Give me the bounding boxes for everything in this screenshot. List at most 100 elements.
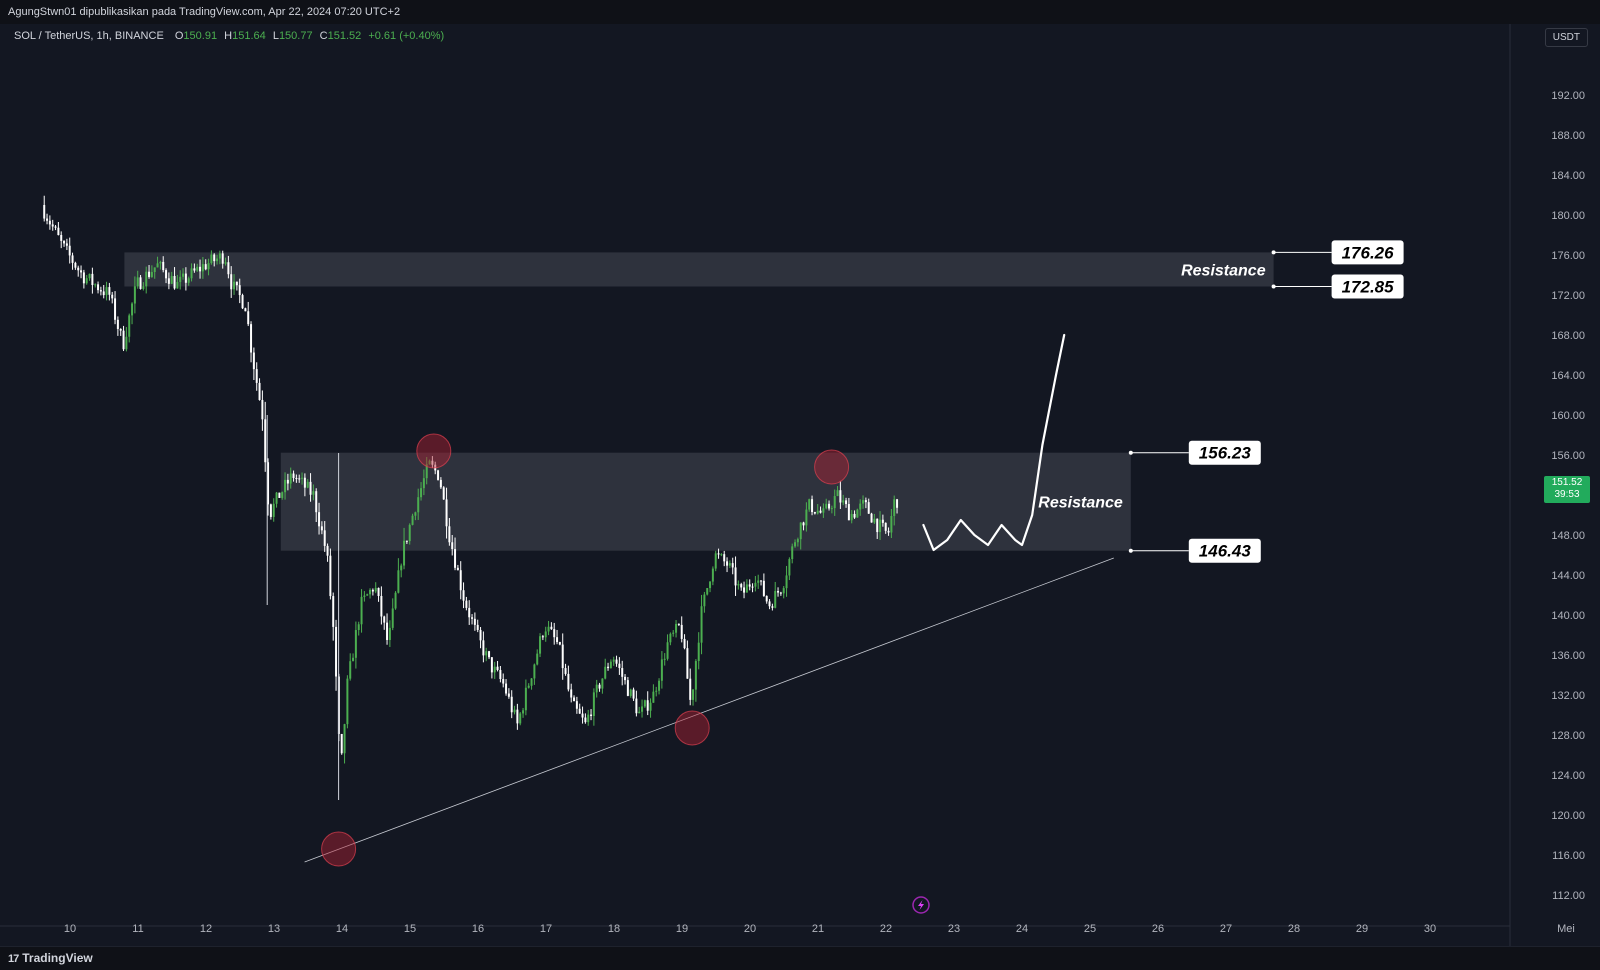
candlestick-chart[interactable]: Resistance 176.26 172.85 Resistance 156.23 14… (0, 24, 1600, 946)
candle-body (598, 684, 601, 689)
symbol-name[interactable]: SOL / TetherUS, 1h, BINANCE (14, 30, 164, 42)
candle-body (652, 691, 655, 703)
time-axis[interactable]: 10 11 12 13 14 15 16 17 18 19 20 21 22 23 24 25 26 27 28 29… (64, 923, 1575, 935)
lightning-icon[interactable] (912, 896, 930, 914)
candle-body (779, 592, 782, 594)
time-tick-label: 13 (268, 923, 280, 935)
candle-body (216, 258, 219, 262)
candle-body (405, 540, 408, 542)
candle-body (156, 263, 159, 268)
candle-body (564, 668, 567, 674)
candle-body (258, 382, 261, 400)
candle-body (813, 512, 816, 514)
candle-body (646, 700, 649, 711)
currency-button[interactable]: USDT (1544, 28, 1588, 47)
candle-body (550, 626, 553, 630)
candle-body (530, 678, 533, 686)
price-tick-label: 180.00 (1551, 210, 1585, 222)
candle-body (839, 490, 842, 503)
candle-body (575, 701, 578, 709)
candle-body (448, 526, 451, 543)
candle-body (122, 330, 125, 350)
candle-body (720, 554, 723, 556)
candle-body (533, 664, 536, 679)
candle-body (709, 581, 712, 589)
candle-body (743, 587, 746, 593)
candle-body (250, 324, 253, 353)
candle-body (459, 570, 462, 591)
candle-body (859, 503, 862, 510)
time-tick-label: 19 (676, 923, 688, 935)
candle-body (745, 584, 748, 593)
candle-body (694, 661, 697, 690)
candle-body (677, 623, 680, 625)
candle-body (439, 479, 442, 488)
candle-body (601, 678, 604, 689)
candle-body (318, 512, 321, 527)
candle-body (221, 253, 224, 264)
candle-body (201, 264, 204, 272)
candle-body (60, 235, 63, 241)
candle-body (420, 488, 423, 498)
time-tick-label: 18 (608, 923, 620, 935)
close-label: C (319, 30, 328, 42)
candle-body (482, 640, 485, 656)
candle-body (343, 724, 346, 754)
pivot-marker (674, 710, 710, 746)
candle-body (139, 277, 142, 289)
candle-body (522, 710, 525, 714)
candle-body (235, 281, 238, 286)
candle-body (541, 636, 544, 638)
candle-body (785, 575, 788, 589)
time-tick-label: 11 (132, 923, 143, 935)
price-tick-label: 124.00 (1551, 770, 1585, 782)
candle-body (397, 570, 400, 593)
price-tick-label: 176.00 (1551, 250, 1585, 262)
candle-body (703, 594, 706, 607)
candle-body (295, 477, 298, 479)
price-tick-label: 136.00 (1551, 650, 1585, 662)
candle-body (131, 303, 134, 316)
candle-body (771, 606, 774, 608)
candle-body (561, 644, 564, 669)
tradingview-logo[interactable]: 17 TradingView (8, 951, 93, 965)
candle-body (187, 278, 190, 283)
callout-anchor (1128, 548, 1133, 553)
candle-body (711, 568, 714, 582)
time-tick-label: 26 (1152, 923, 1164, 935)
candle-body (799, 522, 802, 540)
candle-body (782, 588, 785, 594)
candle-body (326, 545, 329, 556)
low-value: 150.77 (278, 30, 313, 42)
candle-body (68, 245, 71, 256)
time-tick-label: 21 (812, 923, 824, 935)
candle-body (896, 499, 899, 508)
candle-body (323, 530, 326, 546)
candle-body (808, 499, 811, 510)
candle-body (272, 503, 275, 517)
price-callout-text: 146.43 (1199, 542, 1252, 561)
candle-body (261, 399, 264, 420)
candle-body (82, 272, 85, 284)
candle-body (680, 624, 683, 639)
price-tick-label: 128.00 (1551, 730, 1585, 742)
candle-body (184, 273, 187, 283)
candle-body (207, 263, 210, 270)
candle-body (884, 522, 887, 531)
candle-body (825, 503, 828, 509)
candle-body (488, 651, 491, 658)
time-tick-label: 10 (64, 923, 76, 935)
candle-body (609, 661, 612, 669)
price-callout-box (1331, 274, 1404, 299)
candle-body (380, 596, 383, 617)
candle-body (125, 336, 128, 350)
candle-body (757, 580, 760, 583)
last-price-tag: 151.52 39:53 (1544, 476, 1590, 503)
candle-body (278, 492, 281, 498)
price-tick-label: 192.00 (1551, 90, 1585, 102)
candle-body (842, 500, 845, 503)
candle-body (360, 596, 363, 625)
candle-body (692, 689, 695, 700)
candle-body (451, 542, 454, 550)
candle-body (867, 502, 870, 514)
